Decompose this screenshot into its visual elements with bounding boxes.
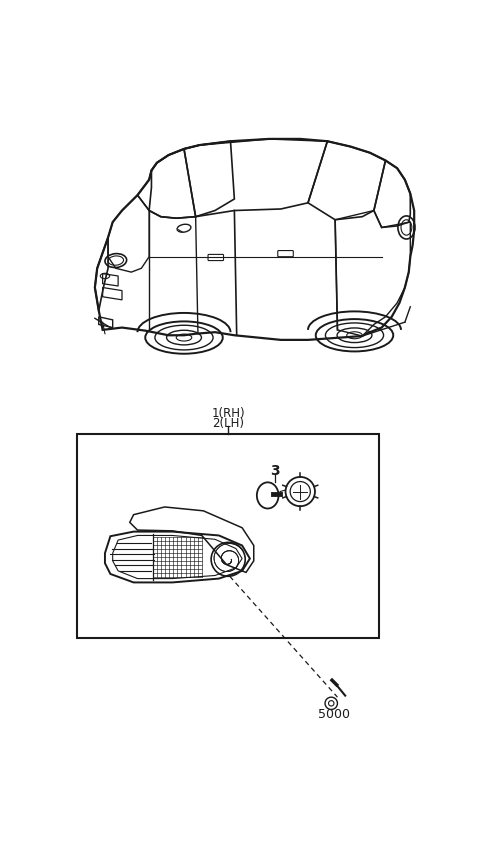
Bar bbox=[77, 434, 379, 638]
Text: 5000: 5000 bbox=[318, 708, 350, 721]
Text: 2(LH): 2(LH) bbox=[212, 417, 244, 430]
Text: 1(RH): 1(RH) bbox=[211, 407, 245, 419]
Text: 3: 3 bbox=[270, 464, 279, 478]
